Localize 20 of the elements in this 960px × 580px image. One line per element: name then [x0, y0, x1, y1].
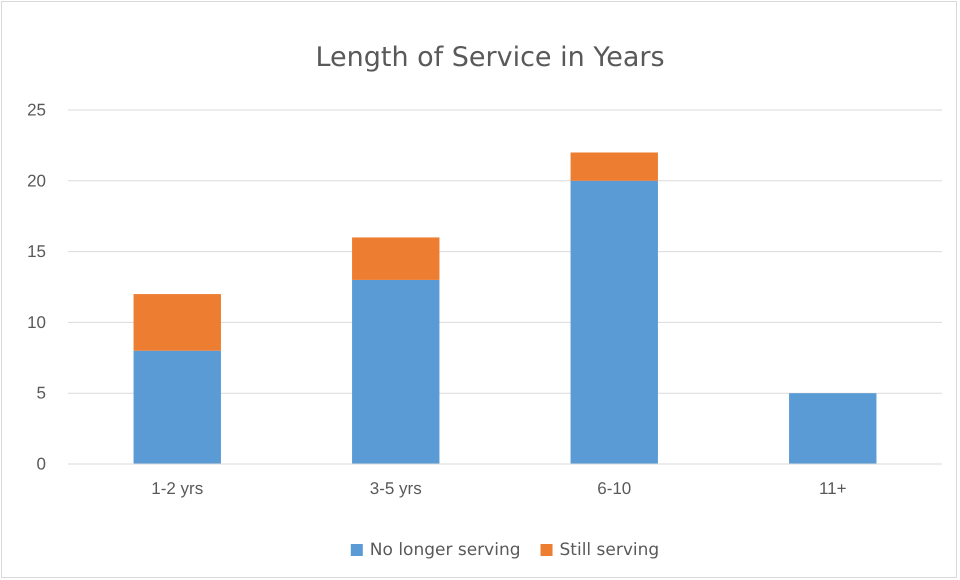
bar: [570, 152, 658, 181]
x-tick-label: 6-10: [597, 479, 632, 498]
bar: [352, 237, 440, 280]
y-tick-label: 15: [27, 242, 46, 262]
bar: [789, 393, 876, 464]
chart-title: Length of Service in Years: [315, 42, 665, 73]
x-tick-label: 1-2 yrs: [151, 479, 204, 498]
legend-label: No longer serving: [370, 540, 521, 560]
bar: [570, 180, 658, 464]
y-tick-label: 20: [27, 171, 46, 190]
x-tick-label: 3-5 yrs: [370, 479, 422, 498]
y-tick-label: 5: [36, 384, 46, 403]
x-tick-label: 11+: [818, 479, 847, 498]
y-tick-label: 25: [27, 100, 46, 120]
y-tick-label: 0: [36, 454, 46, 474]
bar: [352, 280, 440, 464]
legend-label: Still serving: [560, 540, 660, 560]
bar: [134, 294, 221, 351]
y-tick-label: 10: [27, 312, 46, 332]
bar: [134, 350, 221, 464]
